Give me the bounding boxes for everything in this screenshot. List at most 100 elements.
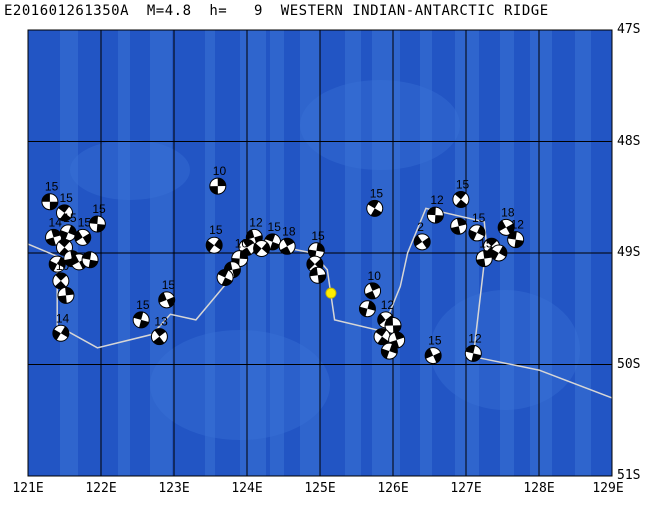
beachball-compression-quadrant [49, 260, 58, 272]
beachball-compression-quadrant [154, 328, 166, 337]
beachball-compression-quadrant [96, 224, 106, 233]
beachball-compression-quadrant [393, 325, 402, 334]
beachball-compression-quadrant [158, 292, 167, 303]
beachball-compression-quadrant [498, 246, 507, 257]
beachball-compression-quadrant [58, 295, 67, 304]
beachball-compression-quadrant [506, 223, 515, 235]
beachball-compression-quadrant [471, 353, 482, 362]
beachball-compression-quadrant [369, 282, 380, 291]
focal-mechanism: 15 [59, 211, 77, 242]
lon-label-128e: 128E [523, 481, 555, 496]
focal-mechanism: 14 [45, 215, 63, 246]
focal-mechanism: 15 [475, 237, 493, 268]
focal-mechanism: 15 [307, 229, 325, 260]
beachball-compression-quadrant [476, 225, 485, 237]
depth-label: 14 [49, 215, 63, 229]
beachball-compression-quadrant [384, 317, 393, 326]
beachball-compression-quadrant [314, 258, 323, 270]
beachball-compression-quadrant [507, 231, 517, 240]
beachball-compression-quadrant [359, 306, 368, 317]
lon-label-125e: 125E [304, 481, 336, 496]
focal-mechanism [253, 240, 271, 258]
beachball-compression-quadrant [309, 267, 318, 277]
epicenter-dot [325, 287, 337, 299]
beachball-compression-quadrant [89, 215, 98, 225]
beachball-compression-quadrant [242, 239, 254, 248]
bathymetry-patch [70, 140, 190, 200]
focal-mechanism [373, 328, 391, 346]
depth-label: 15 [479, 237, 493, 251]
beachball-compression-quadrant [476, 258, 486, 267]
beachball-compression-quadrant [139, 319, 149, 328]
focal-mechanism [358, 300, 376, 318]
depth-label: 10 [235, 237, 249, 251]
beachball-compression-quadrant [58, 204, 70, 213]
beachball-compression-quadrant [51, 229, 62, 238]
beachball-compression-quadrant [425, 348, 434, 359]
beachball-compression-quadrant [316, 242, 325, 252]
focal-mechanism [380, 342, 398, 360]
beachball-compression-quadrant [381, 348, 390, 359]
beachball-compression-quadrant [456, 218, 467, 227]
beachball-compression-quadrant [60, 326, 69, 338]
focal-mechanism: 10 [364, 269, 382, 300]
beachball-compression-quadrant [49, 201, 58, 210]
event-title: E201601261350A M=4.8 h= 9 WESTERN INDIAN… [4, 3, 549, 19]
lat-label-50s: 50S [617, 357, 641, 372]
depth-label: 10 [56, 259, 70, 273]
beachball-compression-quadrant [45, 237, 56, 246]
focal-mechanism: 10 [209, 164, 227, 195]
focal-mechanism [384, 316, 402, 334]
beachball-compression-quadrant [239, 250, 248, 260]
beachball-compression-quadrant [498, 220, 507, 232]
focal-mechanism: 12 [426, 193, 444, 224]
beachball-compression-quadrant [370, 208, 382, 217]
lon-label-129e: 129E [592, 481, 624, 496]
focal-mechanism: 15 [132, 298, 150, 329]
focal-mechanism: 12 [507, 218, 524, 249]
beachball-compression-quadrant [166, 296, 175, 308]
beachball-compression-quadrant [232, 268, 241, 278]
beachball-compression-quadrant [280, 246, 291, 255]
focal-mechanism: 10 [52, 259, 70, 290]
lat-label-51s: 51S [617, 468, 641, 483]
depth-label: 15 [428, 334, 442, 348]
depth-label: 10 [213, 164, 227, 178]
lon-label-127e: 127E [450, 481, 482, 496]
bathymetry-patch [300, 80, 460, 170]
lon-label-121e: 121E [12, 481, 44, 496]
beachball-compression-quadrant [74, 230, 83, 242]
lon-label-123e: 123E [158, 481, 190, 496]
depth-label: 12 [430, 193, 444, 207]
beachball-compression-quadrant [246, 229, 255, 240]
beachball-compression-quadrant [221, 277, 233, 286]
beachball-compression-quadrant [261, 242, 270, 254]
map-frame [27, 29, 613, 477]
focal-mechanism: 18 [278, 224, 296, 255]
beachball-compression-quadrant [365, 290, 376, 299]
lon-label-122e: 122E [85, 481, 117, 496]
beachball-compression-quadrant [209, 186, 218, 195]
depth-label: 10 [368, 269, 382, 283]
focal-mechanism [309, 266, 327, 284]
lat-label-47s: 47S [617, 22, 641, 37]
depth-label: 15 [63, 211, 77, 225]
beachball-compression-quadrant [71, 254, 80, 266]
focal-mechanism: 15 [56, 191, 73, 222]
beachball-compression-quadrant [41, 193, 50, 202]
beachball-compression-quadrant [217, 269, 229, 278]
beachball-compression-quadrant [82, 251, 92, 260]
beachball-compression-quadrant [306, 258, 315, 270]
beachball-compression-quadrant [224, 261, 233, 272]
beachball-compression-quadrant [485, 238, 498, 247]
beachball-compression-quadrant [153, 336, 165, 345]
focal-mechanism: 12 [464, 331, 482, 362]
depth-label: 15 [311, 229, 325, 243]
beachball-compression-quadrant [375, 328, 387, 337]
focal-mechanism: 15 [205, 223, 223, 254]
beachball-compression-quadrant [433, 352, 442, 363]
beachball-compression-quadrant [427, 207, 436, 216]
beachball-compression-quadrant [269, 241, 281, 250]
depth-label: 18 [501, 205, 515, 219]
